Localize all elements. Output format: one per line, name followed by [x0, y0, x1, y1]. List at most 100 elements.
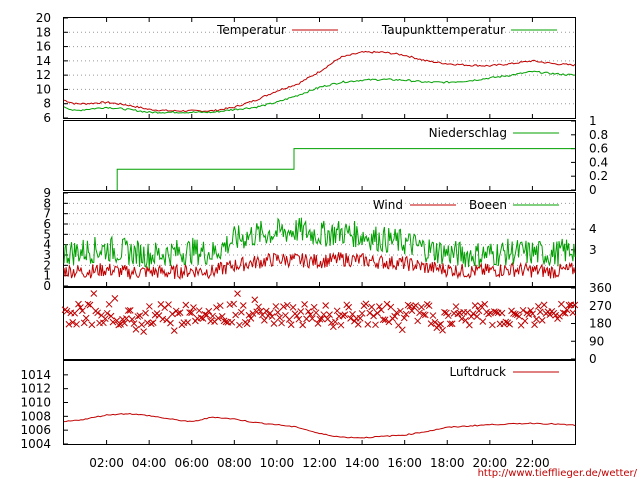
- y-tick-label: 1010: [20, 396, 51, 410]
- y-tick-label: 6: [43, 111, 51, 125]
- wind-direction-point: [490, 308, 498, 315]
- wind-direction-point: [431, 318, 439, 326]
- wind-direction-point: [506, 320, 513, 328]
- wind-direction-point: [220, 317, 228, 325]
- legend-taupunkt-label: Taupunkttemperatur: [381, 23, 505, 37]
- wind-direction-point: [182, 301, 190, 309]
- wind-direction-point: [425, 302, 433, 310]
- wind-direction-point: [473, 313, 481, 320]
- wind-direction-point: [341, 311, 349, 319]
- wind-direction-point: [408, 307, 416, 315]
- series-boeen-line: [63, 217, 576, 269]
- y2-tick-label: 0.6: [589, 142, 608, 156]
- wind-direction-point: [444, 312, 452, 320]
- wind-direction-point: [563, 306, 571, 314]
- x-tick-label: 10:00: [260, 456, 295, 470]
- precipitation-frame: [63, 120, 576, 191]
- wind-direction-point: [387, 303, 395, 311]
- wind-direction-point: [414, 317, 422, 325]
- wind-direction-point: [571, 301, 579, 309]
- wind-direction-point: [402, 310, 410, 318]
- wind-direction-point: [329, 323, 337, 331]
- y-tick-label: 4: [43, 238, 51, 252]
- wind-direction-point: [446, 320, 454, 328]
- wind-direction-point: [481, 300, 489, 308]
- wind-direction-point: [105, 300, 113, 308]
- wind-direction-point: [529, 310, 536, 318]
- wind-direction-point: [167, 319, 174, 327]
- wind-direction-point: [101, 315, 109, 323]
- wind-direction-point: [289, 304, 297, 311]
- y2-tick-label: 1: [589, 114, 597, 128]
- wind-direction-point: [188, 309, 195, 317]
- y-tick-label: 1: [43, 269, 51, 283]
- wind-direction-point: [190, 304, 197, 311]
- y2-tick-label: 90: [589, 334, 604, 348]
- wind-direction-point: [283, 301, 291, 309]
- wind-direction-point: [142, 309, 149, 317]
- wind-direction-point: [569, 309, 577, 317]
- y-tick-label: 18: [36, 25, 51, 39]
- y-tick-label: 1006: [20, 423, 51, 437]
- wind-direction-point: [502, 318, 510, 326]
- wind-direction-point: [134, 313, 142, 320]
- wind-direction-point: [487, 309, 494, 317]
- wind-direction-point: [533, 315, 540, 323]
- wind-direction-point: [421, 311, 429, 319]
- wind-direction-point: [270, 320, 278, 327]
- wind-direction-point: [393, 309, 400, 317]
- wind-direction-point: [94, 309, 101, 317]
- wind-direction-point: [301, 301, 308, 308]
- wind-direction-point: [420, 311, 427, 318]
- y2-tick-label: 0: [589, 183, 597, 197]
- wind-direction-point: [80, 319, 88, 327]
- wind-direction-point: [492, 308, 500, 316]
- wind-direction-point: [546, 311, 554, 319]
- source-url[interactable]: http://www.tiefflieger.de/wetter/: [478, 468, 638, 479]
- wind-direction-point: [370, 312, 377, 320]
- wind-direction-point: [280, 303, 287, 310]
- wind-direction-point: [519, 306, 527, 314]
- wind-direction-point: [169, 310, 176, 318]
- wind-direction-point: [485, 310, 492, 318]
- legend-temperatur-label: Temperatur: [216, 23, 286, 37]
- y2-tick-label: 0.2: [589, 169, 608, 183]
- wind-direction-point: [521, 317, 529, 325]
- wind-direction-point: [78, 307, 86, 315]
- y-tick-label: 1012: [20, 382, 51, 396]
- wind-direction-point: [314, 320, 322, 327]
- wind-direction-point: [527, 307, 535, 314]
- wind-direction-point: [232, 311, 239, 319]
- wind-direction-point: [418, 303, 425, 311]
- wind-direction-point: [257, 307, 264, 315]
- y-tick-label: 8: [43, 97, 51, 111]
- wind-direction-point: [238, 308, 245, 316]
- wind-direction-point: [195, 307, 203, 314]
- wind-direction-point: [255, 303, 262, 311]
- wind-direction-point: [398, 326, 406, 334]
- wind-direction-point: [515, 313, 523, 320]
- wind-direction-point: [477, 302, 485, 310]
- wind-direction-point: [274, 308, 282, 316]
- series-niederschlag-line: [116, 148, 575, 190]
- wind-direction-point: [132, 326, 140, 333]
- wind-direction-point: [174, 310, 182, 317]
- x-tick-label: 14:00: [345, 456, 380, 470]
- wind-direction-point: [165, 301, 172, 308]
- wind-direction-point: [467, 313, 475, 320]
- wind-direction-point: [552, 311, 559, 319]
- wind-direction-point: [276, 314, 284, 321]
- wind-direction-point: [381, 316, 389, 324]
- wind-direction-point: [561, 309, 569, 317]
- legend-niederschlag-label: Niederschlag: [429, 126, 507, 140]
- wind-direction-point: [184, 319, 192, 326]
- wind-direction-point: [318, 315, 326, 323]
- x-tick-label: 06:00: [174, 456, 209, 470]
- wind-direction-point: [272, 303, 280, 310]
- wind-direction-point: [326, 311, 333, 318]
- wind-direction-point: [82, 314, 90, 322]
- wind-direction-point: [510, 310, 517, 317]
- wind-direction-point: [228, 318, 236, 326]
